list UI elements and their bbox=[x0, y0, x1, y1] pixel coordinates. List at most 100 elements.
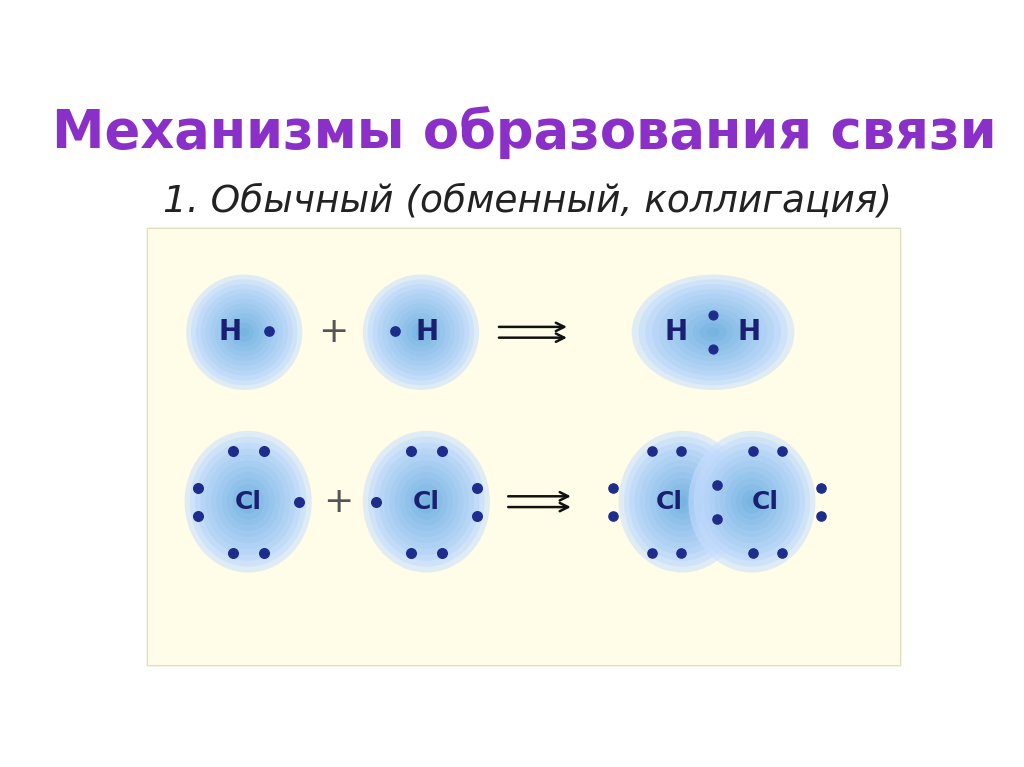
Ellipse shape bbox=[362, 275, 479, 390]
Text: +: + bbox=[324, 485, 354, 518]
Text: Механизмы образования связи: Механизмы образования связи bbox=[52, 106, 997, 159]
Ellipse shape bbox=[660, 478, 703, 525]
Ellipse shape bbox=[658, 294, 767, 370]
Ellipse shape bbox=[373, 284, 469, 380]
Ellipse shape bbox=[206, 294, 283, 370]
Text: Cl: Cl bbox=[752, 489, 778, 514]
Ellipse shape bbox=[645, 284, 781, 380]
Ellipse shape bbox=[652, 289, 774, 376]
Point bbox=[291, 495, 307, 508]
Ellipse shape bbox=[673, 304, 754, 361]
Ellipse shape bbox=[216, 466, 280, 537]
Ellipse shape bbox=[362, 431, 489, 572]
Ellipse shape bbox=[672, 490, 692, 513]
Ellipse shape bbox=[635, 449, 730, 555]
Ellipse shape bbox=[699, 323, 727, 342]
Point bbox=[224, 546, 241, 558]
Ellipse shape bbox=[184, 431, 311, 572]
Ellipse shape bbox=[227, 478, 269, 525]
Ellipse shape bbox=[411, 484, 442, 519]
Point bbox=[387, 324, 403, 337]
Ellipse shape bbox=[229, 318, 259, 347]
FancyBboxPatch shape bbox=[147, 229, 901, 666]
Point bbox=[705, 343, 721, 355]
Point bbox=[469, 509, 485, 522]
Ellipse shape bbox=[401, 313, 440, 351]
Point bbox=[774, 546, 791, 558]
Ellipse shape bbox=[679, 308, 748, 357]
Ellipse shape bbox=[400, 472, 453, 532]
Point bbox=[745, 445, 762, 457]
Ellipse shape bbox=[677, 495, 687, 508]
Ellipse shape bbox=[394, 466, 458, 537]
Ellipse shape bbox=[705, 449, 800, 555]
Point bbox=[673, 445, 689, 457]
Ellipse shape bbox=[368, 279, 474, 385]
Ellipse shape bbox=[201, 289, 288, 376]
Ellipse shape bbox=[379, 449, 474, 555]
Ellipse shape bbox=[396, 308, 445, 357]
Text: Cl: Cl bbox=[234, 489, 261, 514]
Ellipse shape bbox=[232, 484, 264, 519]
Ellipse shape bbox=[190, 279, 298, 385]
Point bbox=[189, 482, 206, 494]
Text: Cl: Cl bbox=[413, 489, 440, 514]
Ellipse shape bbox=[416, 328, 426, 337]
Point bbox=[434, 546, 451, 558]
Ellipse shape bbox=[693, 436, 810, 567]
Ellipse shape bbox=[736, 484, 768, 519]
Point bbox=[402, 546, 419, 558]
Ellipse shape bbox=[416, 490, 437, 513]
Point bbox=[644, 445, 660, 457]
Point bbox=[774, 445, 791, 457]
Ellipse shape bbox=[238, 490, 259, 513]
Point bbox=[605, 482, 622, 494]
Ellipse shape bbox=[412, 323, 431, 342]
Ellipse shape bbox=[243, 495, 253, 508]
Ellipse shape bbox=[389, 460, 464, 543]
Ellipse shape bbox=[382, 294, 460, 370]
Ellipse shape bbox=[240, 328, 249, 337]
Ellipse shape bbox=[715, 460, 788, 543]
Point bbox=[673, 546, 689, 558]
Point bbox=[709, 512, 725, 525]
Point bbox=[224, 445, 241, 457]
Point bbox=[705, 309, 721, 321]
Text: H: H bbox=[416, 318, 438, 346]
Ellipse shape bbox=[693, 318, 733, 347]
Ellipse shape bbox=[688, 431, 815, 572]
Point bbox=[255, 546, 271, 558]
Ellipse shape bbox=[387, 298, 455, 366]
Ellipse shape bbox=[196, 443, 301, 561]
Ellipse shape bbox=[189, 436, 306, 567]
Ellipse shape bbox=[196, 284, 293, 380]
Ellipse shape bbox=[368, 436, 484, 567]
Ellipse shape bbox=[407, 318, 435, 347]
Point bbox=[261, 324, 278, 337]
Ellipse shape bbox=[741, 490, 763, 513]
Ellipse shape bbox=[392, 304, 450, 361]
Ellipse shape bbox=[629, 443, 735, 561]
Text: H: H bbox=[219, 318, 242, 346]
Ellipse shape bbox=[225, 313, 263, 351]
Text: Cl: Cl bbox=[655, 489, 682, 514]
Point bbox=[368, 495, 384, 508]
Ellipse shape bbox=[666, 298, 761, 366]
Ellipse shape bbox=[639, 279, 787, 385]
Ellipse shape bbox=[186, 275, 302, 390]
Ellipse shape bbox=[710, 455, 795, 549]
Ellipse shape bbox=[686, 313, 740, 351]
Point bbox=[255, 445, 271, 457]
Point bbox=[644, 546, 660, 558]
Text: H: H bbox=[738, 318, 761, 346]
Ellipse shape bbox=[211, 460, 286, 543]
Ellipse shape bbox=[720, 466, 783, 537]
Text: H: H bbox=[665, 318, 687, 346]
Ellipse shape bbox=[421, 495, 432, 508]
Point bbox=[813, 482, 829, 494]
Ellipse shape bbox=[618, 431, 745, 572]
Point bbox=[469, 482, 485, 494]
Point bbox=[745, 546, 762, 558]
Ellipse shape bbox=[206, 455, 291, 549]
Ellipse shape bbox=[731, 478, 773, 525]
